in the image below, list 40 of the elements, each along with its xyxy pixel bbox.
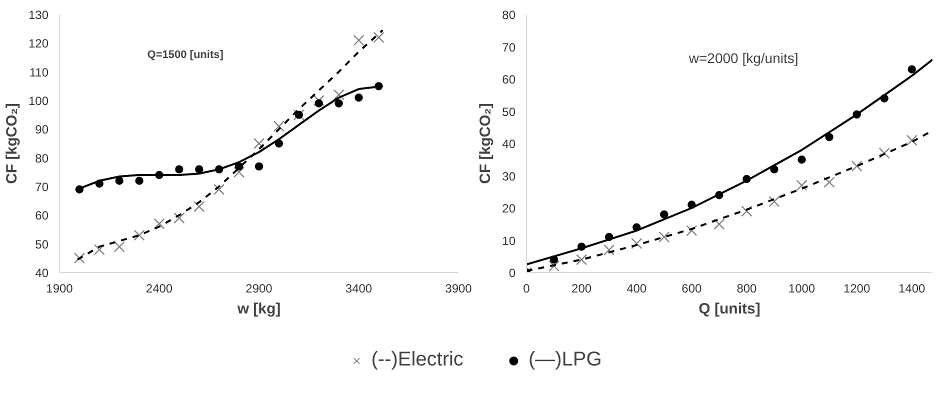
y-tick-label: 80 bbox=[502, 8, 516, 22]
x-tick-label: 3900 bbox=[445, 282, 472, 296]
annotation: Q=1500 [units] bbox=[147, 48, 224, 61]
y-tick-label: 70 bbox=[502, 40, 516, 54]
y-tick-label: 80 bbox=[35, 151, 49, 166]
x-tick-label: 1200 bbox=[843, 282, 870, 296]
annotation: w=2000 [kg/units] bbox=[688, 50, 798, 66]
x-tick-label: 0 bbox=[523, 282, 530, 296]
x-tick-label: 800 bbox=[736, 282, 758, 296]
y-tick-label: 60 bbox=[502, 72, 516, 86]
y-tick-label: 10 bbox=[502, 234, 516, 248]
x-tick-label: 1900 bbox=[46, 282, 74, 296]
y-tick-label: 50 bbox=[35, 237, 49, 252]
x-tick-label: 2400 bbox=[146, 282, 173, 296]
x-axis-title: w [kg] bbox=[236, 300, 281, 318]
x-tick-label: 1400 bbox=[898, 282, 926, 296]
x-axis-title: Q [units] bbox=[698, 300, 760, 318]
y-tick-label: 90 bbox=[35, 122, 49, 137]
y-tick-label: 130 bbox=[28, 8, 49, 22]
y-axis-title: CF [kgCO₂] bbox=[3, 103, 20, 184]
x-tick-label: 400 bbox=[626, 282, 647, 296]
y-tick-label: 70 bbox=[35, 180, 49, 194]
y-tick-label: 110 bbox=[29, 65, 49, 80]
x-tick-label: 200 bbox=[572, 282, 592, 296]
x-tick-label: 600 bbox=[682, 282, 702, 296]
x-tick-label: 2900 bbox=[246, 282, 273, 296]
legend-label: (--)Electric bbox=[371, 348, 464, 372]
x-tick-label: 3400 bbox=[345, 282, 372, 296]
y-tick-label: 30 bbox=[502, 169, 516, 184]
y-tick-label: 40 bbox=[35, 266, 49, 280]
y-tick-label: 50 bbox=[502, 104, 516, 119]
y-tick-label: 0 bbox=[508, 266, 516, 280]
legend-label: (—)LPG bbox=[528, 348, 602, 372]
y-tick-label: 40 bbox=[502, 137, 516, 151]
y-tick-label: 20 bbox=[502, 202, 516, 216]
y-axis-title: CF [kgCO₂] bbox=[477, 103, 494, 184]
y-tick-label: 60 bbox=[35, 208, 49, 223]
y-tick-label: 120 bbox=[28, 36, 49, 51]
x-tick-label: 1000 bbox=[788, 282, 816, 296]
y-tick-label: 100 bbox=[28, 94, 49, 108]
